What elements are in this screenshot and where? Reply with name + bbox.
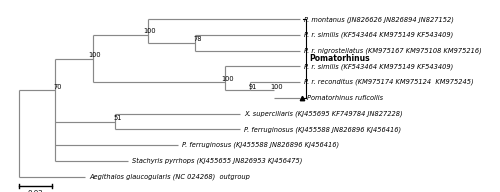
Text: Stachyris pyrrhops (KJ455655 JN826953 KJ456475): Stachyris pyrrhops (KJ455655 JN826953 KJ… <box>132 158 302 164</box>
Text: Pomatorhinus ruficollis: Pomatorhinus ruficollis <box>307 95 383 101</box>
Text: 91: 91 <box>248 84 256 90</box>
Text: 70: 70 <box>53 84 62 90</box>
Text: 100: 100 <box>221 76 234 82</box>
Text: 100: 100 <box>88 52 102 58</box>
Text: P. r. similis (KF543464 KM975149 KF543409): P. r. similis (KF543464 KM975149 KF54340… <box>304 63 453 70</box>
Text: Pomatorhinus: Pomatorhinus <box>309 54 370 63</box>
Text: Aegithalos glaucogularis (NC 024268)  outgroup: Aegithalos glaucogularis (NC 024268) out… <box>89 173 250 180</box>
Text: P. ferruginosus (KJ455588 JN826896 KJ456416): P. ferruginosus (KJ455588 JN826896 KJ456… <box>244 126 401 133</box>
Text: P. r. nigrostellatus (KM975167 KM975108 KM975216): P. r. nigrostellatus (KM975167 KM975108 … <box>304 47 482 54</box>
Text: X. superciliaris (KJ455695 KF749784 JN827228): X. superciliaris (KJ455695 KF749784 JN82… <box>244 110 402 117</box>
Text: P. r. reconditus (KM975174 KM975124  KM975245): P. r. reconditus (KM975174 KM975124 KM97… <box>304 79 474 85</box>
Text: P. ferruginosus (KJ455588 JN826896 KJ456416): P. ferruginosus (KJ455588 JN826896 KJ456… <box>182 142 338 148</box>
Text: 100: 100 <box>144 28 156 35</box>
Text: 78: 78 <box>193 36 202 42</box>
Text: 100: 100 <box>270 84 283 90</box>
Text: 51: 51 <box>114 115 122 121</box>
Text: 0.02: 0.02 <box>28 190 44 192</box>
Text: P. r. similis (KF543464 KM975149 KF543409): P. r. similis (KF543464 KM975149 KF54340… <box>304 32 453 38</box>
Text: P. montanus (JN826626 JN826894 JN827152): P. montanus (JN826626 JN826894 JN827152) <box>304 16 454 22</box>
